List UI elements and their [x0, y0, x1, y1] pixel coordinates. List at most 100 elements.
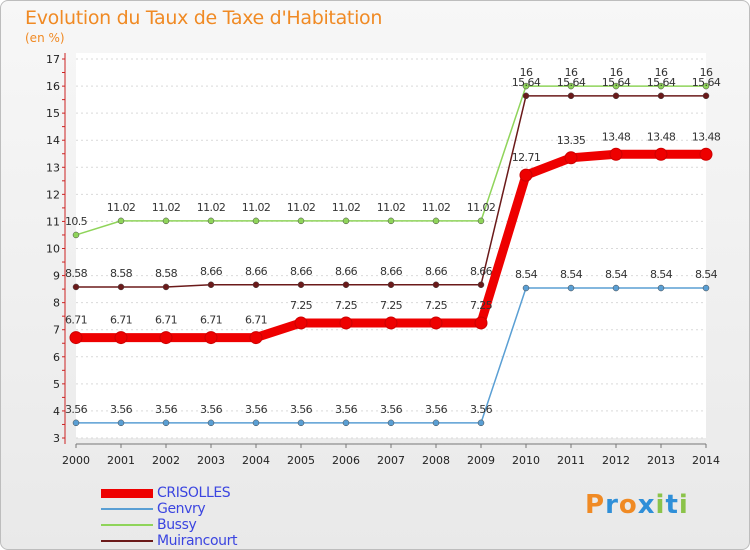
series-crisolles: 6.71 6.71 6.71 6.71 6.71 7.25 7.25 7.25 7.25 7.25…	[65, 130, 721, 345]
x-tick-label: 2009	[467, 454, 495, 467]
data-point	[702, 284, 710, 292]
data-label: 13.48	[692, 130, 721, 143]
y-tick-label: 5	[53, 378, 60, 391]
x-tick-label: 2007	[377, 454, 405, 467]
data-label: 7.25	[335, 299, 358, 312]
data-point	[567, 284, 575, 292]
legend-swatch	[101, 508, 153, 510]
y-tick-label: 3	[53, 432, 60, 445]
data-label: 7.25	[290, 299, 313, 312]
data-label: 11.02	[197, 201, 226, 214]
data-point	[249, 331, 263, 345]
data-point	[519, 168, 533, 182]
data-label: 8.58	[65, 267, 88, 280]
legend-item: CRISOLLES	[101, 485, 237, 501]
data-point	[387, 217, 395, 225]
data-label: 12.71	[512, 151, 541, 164]
legend-item: Muirancourt	[101, 533, 237, 549]
data-label: 13.35	[557, 134, 586, 147]
x-tick-label: 2011	[557, 454, 585, 467]
y-tick-label: 13	[46, 161, 60, 174]
x-tick-label: 2008	[422, 454, 450, 467]
data-label: 8.54	[515, 268, 538, 281]
data-point	[522, 92, 530, 100]
legend-label: Genvry	[157, 501, 206, 517]
legend-label: Muirancourt	[157, 533, 238, 549]
data-point	[162, 283, 170, 291]
y-tick-label: 11	[46, 215, 60, 228]
plot-area	[76, 53, 706, 438]
y-tick-label: 15	[46, 107, 60, 120]
proxiti-logo: Proxiti	[585, 490, 689, 520]
data-point	[252, 419, 260, 427]
data-point	[657, 284, 665, 292]
data-point	[342, 419, 350, 427]
series-genvry: 3.56 3.56 3.56 3.56 3.56 3.56 3.56 3.56 3.56 3.56…	[65, 268, 718, 427]
x-tick-label: 2004	[242, 454, 270, 467]
x-tick-label: 2002	[152, 454, 180, 467]
data-point	[567, 82, 575, 90]
data-point	[564, 151, 578, 165]
data-point	[69, 331, 83, 345]
data-point	[657, 82, 665, 90]
data-point	[654, 147, 668, 161]
data-point	[477, 419, 485, 427]
data-label: 6.71	[200, 314, 222, 327]
data-point	[702, 92, 710, 100]
data-label: 3.56	[245, 403, 268, 416]
data-point	[162, 419, 170, 427]
y-tick-label: 8	[53, 297, 60, 310]
data-label: 8.54	[695, 268, 718, 281]
data-label: 11.02	[422, 201, 451, 214]
data-label: 8.66	[335, 265, 358, 278]
data-point	[612, 82, 620, 90]
data-label: 8.54	[605, 268, 628, 281]
data-label: 15.64	[647, 76, 676, 89]
data-label: 16	[610, 66, 623, 79]
data-point	[702, 82, 710, 90]
data-point	[297, 419, 305, 427]
data-point	[207, 419, 215, 427]
logo-letter: P	[585, 490, 606, 520]
data-label: 11.02	[152, 201, 181, 214]
x-tick-label: 2010	[512, 454, 540, 467]
data-label: 3.56	[65, 403, 88, 416]
data-label: 7.25	[425, 299, 448, 312]
data-label: 16	[700, 66, 713, 79]
data-label: 3.56	[335, 403, 358, 416]
data-point	[72, 231, 80, 239]
x-tick-label: 2013	[647, 454, 675, 467]
x-tick-label: 2003	[197, 454, 225, 467]
data-point	[429, 316, 443, 330]
y-tick-label: 12	[46, 188, 60, 201]
data-point	[609, 147, 623, 161]
data-label: 3.56	[425, 403, 448, 416]
x-tick-label: 2014	[692, 454, 720, 467]
data-point	[477, 281, 485, 289]
chart-title: Evolution du Taux de Taxe d'Habitation	[25, 7, 383, 29]
data-label: 16	[655, 66, 668, 79]
data-point	[567, 92, 575, 100]
data-point	[432, 217, 440, 225]
data-point	[117, 419, 125, 427]
data-label: 3.56	[110, 403, 133, 416]
data-point	[252, 217, 260, 225]
logo-letter: r	[605, 490, 619, 520]
data-label: 8.66	[245, 265, 268, 278]
data-point	[699, 147, 713, 161]
data-label: 7.25	[470, 299, 493, 312]
data-point	[297, 281, 305, 289]
data-label: 10.5	[65, 215, 88, 228]
y-tick-label: 14	[46, 134, 60, 147]
y-tick-label: 9	[53, 270, 60, 283]
data-label: 16	[565, 66, 578, 79]
data-label: 8.66	[425, 265, 448, 278]
logo-letter: i	[678, 490, 689, 520]
data-point	[204, 331, 218, 345]
data-point	[294, 316, 308, 330]
data-label: 13.48	[602, 130, 631, 143]
x-tick-label: 2012	[602, 454, 630, 467]
legend: CRISOLLES Genvry Bussy Muirancourt	[101, 485, 237, 549]
data-point	[384, 316, 398, 330]
data-label: 8.58	[110, 267, 133, 280]
